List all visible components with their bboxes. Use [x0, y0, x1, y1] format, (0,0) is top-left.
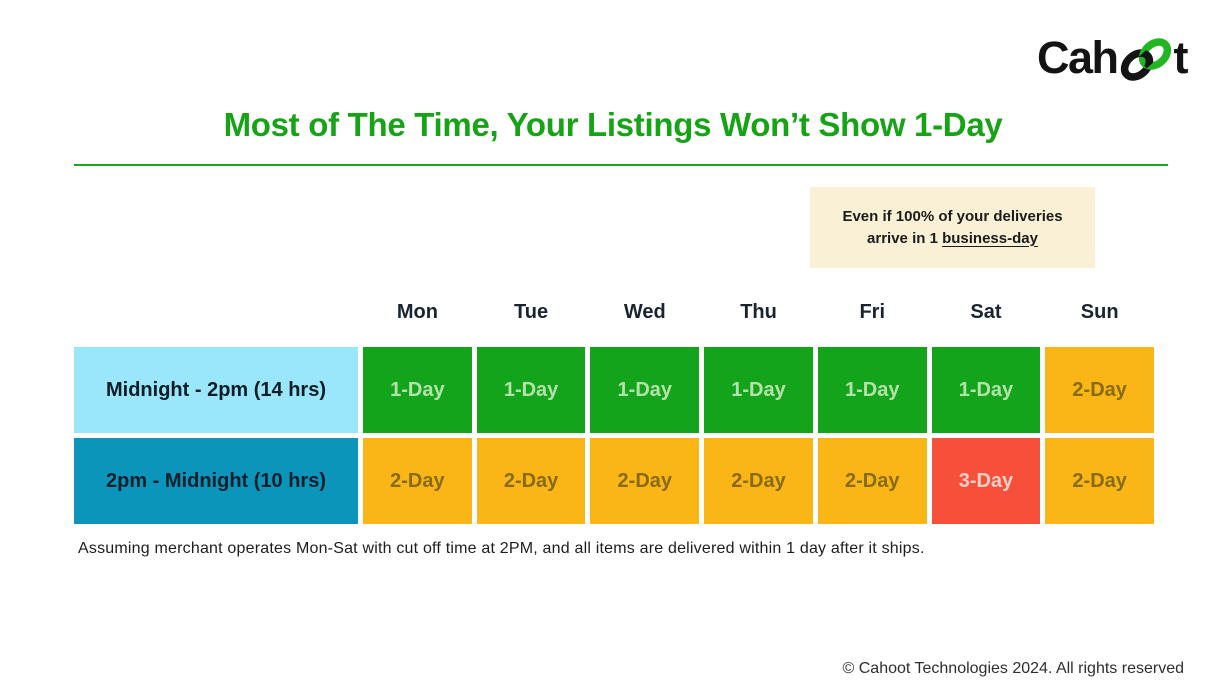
delivery-cell-amber: 2-Day	[590, 438, 700, 524]
callout-underlined-term: business-day	[942, 229, 1038, 247]
page-title: Most of The Time, Your Listings Won’t Sh…	[223, 106, 1003, 143]
cahoot-logo: Cah t	[1036, 31, 1189, 83]
delivery-cell-amber: 2-Day	[1045, 347, 1155, 433]
delivery-cell-green: 1-Day	[704, 347, 813, 433]
callout-box: Even if 100% of your deliveries arrive i…	[810, 187, 1095, 268]
delivery-cell-amber: 2-Day	[1045, 438, 1155, 524]
row-label: 2pm - Midnight (10 hrs)	[74, 438, 358, 524]
delivery-cell-amber: 2-Day	[817, 438, 927, 524]
logo-text-left: Cah	[1036, 31, 1119, 83]
day-header-row: Mon Tue Wed Thu Fri Sat Sun	[74, 301, 1154, 324]
callout-line2: arrive in 1 business-day	[867, 229, 1038, 247]
column-header-sun: Sun	[1080, 301, 1119, 323]
row-label: Midnight - 2pm (14 hrs)	[74, 347, 358, 433]
chain-link-icon	[1120, 38, 1171, 81]
logo-text-right: t	[1173, 31, 1189, 83]
delivery-cell-amber: 2-Day	[363, 438, 472, 524]
delivery-cell-green: 1-Day	[590, 347, 700, 433]
delivery-cell-amber: 2-Day	[704, 438, 813, 524]
title-underline	[74, 164, 1168, 166]
column-header-sat: Sat	[970, 301, 1002, 323]
table-row: Midnight - 2pm (14 hrs) 1-Day 1-Day 1-Day 1-…	[74, 347, 1155, 433]
delivery-cell-amber: 2-Day	[476, 438, 586, 524]
delivery-cell-green: 1-Day	[817, 347, 927, 433]
column-header-mon: Mon	[396, 301, 438, 323]
delivery-table: Mon Tue Wed Thu Fri Sat Sun Midnight - 2pm (14…	[74, 301, 1155, 529]
delivery-cell-green: 1-Day	[476, 347, 586, 433]
delivery-cell-red: 3-Day	[931, 438, 1041, 524]
delivery-cell-green: 1-Day	[931, 347, 1041, 433]
table-row: 2pm - Midnight (10 hrs) 2-Day 2-Day 2-Day 2-…	[74, 438, 1155, 524]
callout-line1: Even if 100% of your deliveries	[842, 207, 1063, 225]
column-header-thu: Thu	[740, 301, 777, 323]
header-spacer	[74, 301, 358, 324]
delivery-cell-green: 1-Day	[363, 347, 472, 433]
footnote: Assuming merchant operates Mon-Sat with …	[78, 540, 925, 557]
column-header-fri: Fri	[859, 301, 886, 323]
column-header-wed: Wed	[623, 301, 666, 323]
column-header-tue: Tue	[514, 301, 549, 323]
copyright-footer: © Cahoot Technologies 2024. All rights r…	[842, 660, 1184, 677]
table-body: Midnight - 2pm (14 hrs) 1-Day 1-Day 1-Day 1-…	[74, 347, 1155, 524]
